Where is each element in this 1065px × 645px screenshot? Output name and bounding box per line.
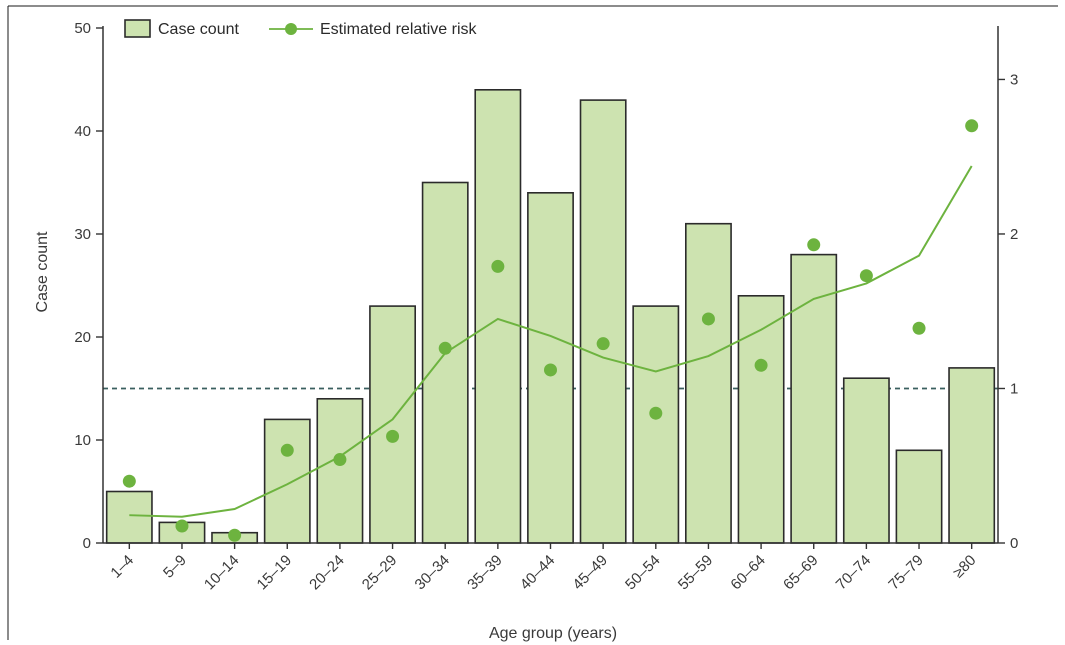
- y-tick-label: 20: [74, 329, 91, 346]
- x-axis-title: Age group (years): [489, 625, 617, 642]
- risk-points-group: [122, 119, 979, 542]
- x-tick-label: 10–14: [201, 552, 243, 594]
- x-tick-label: 30–34: [412, 552, 454, 594]
- x-tick-label: 45–49: [569, 552, 611, 594]
- risk-point: [386, 429, 400, 443]
- risk-point: [912, 321, 926, 335]
- bar: [948, 367, 996, 544]
- x-tick-label: 35–39: [464, 552, 506, 594]
- risk-point: [228, 528, 242, 542]
- legend-risk-label: Estimated relative risk: [320, 21, 477, 38]
- bar: [737, 294, 785, 544]
- x-tick-label: 1–4: [107, 552, 137, 582]
- y-tick-label: 10: [74, 432, 91, 449]
- x-tick-label: 50–54: [622, 552, 664, 594]
- risk-point: [965, 119, 979, 133]
- x-tick-label: 75–79: [885, 552, 927, 594]
- risk-point: [754, 358, 768, 372]
- risk-point: [491, 259, 505, 273]
- risk-point: [333, 453, 347, 467]
- bar: [263, 418, 311, 544]
- y-tick-label: 50: [74, 20, 91, 37]
- y-right-tick-label: 3: [1010, 71, 1018, 88]
- x-tick-label: ≥80: [950, 552, 980, 582]
- y-axis-title: Case count: [34, 231, 51, 312]
- y-tick-label: 30: [74, 226, 91, 243]
- y-tick-label: 40: [74, 123, 91, 140]
- bar: [316, 397, 364, 544]
- bar: [790, 253, 838, 544]
- bar: [842, 377, 890, 544]
- legend-risk-marker: [285, 23, 297, 35]
- y-right-tick-label: 1: [1010, 380, 1018, 397]
- x-tick-label: 55–59: [675, 552, 717, 594]
- bar: [474, 89, 522, 544]
- risk-point: [280, 443, 294, 457]
- bar: [895, 449, 943, 544]
- bar: [579, 99, 627, 544]
- risk-point: [175, 519, 189, 533]
- risk-point: [859, 269, 873, 283]
- x-tick-label: 15–19: [254, 552, 296, 594]
- legend: Case count Estimated relative risk: [124, 19, 477, 38]
- x-tick-label: 60–64: [727, 552, 769, 594]
- bars-group: [105, 89, 996, 544]
- bar: [369, 305, 416, 544]
- y-right-tick-label: 0: [1010, 535, 1018, 552]
- risk-point: [649, 406, 663, 420]
- bar: [685, 222, 732, 544]
- risk-point: [438, 341, 452, 355]
- x-tick-label: 70–74: [833, 552, 875, 594]
- x-tick-label: 20–24: [306, 552, 348, 594]
- bar: [632, 305, 680, 544]
- risk-point: [701, 312, 715, 326]
- y-right-tick-label: 2: [1010, 226, 1018, 243]
- legend-bar-swatch: [124, 19, 151, 38]
- x-tick-label: 40–44: [517, 552, 559, 594]
- risk-smoothed-line: [129, 165, 973, 518]
- y-tick-label: 0: [83, 535, 91, 552]
- x-tick-label: 65–69: [780, 552, 822, 594]
- risk-point: [807, 238, 821, 252]
- x-tick-label: 5–9: [160, 552, 190, 582]
- risk-line-group: [129, 165, 973, 518]
- risk-point: [596, 337, 610, 351]
- legend-case-count-label: Case count: [158, 21, 239, 38]
- bar: [105, 490, 153, 544]
- x-tick-label: 25–29: [359, 552, 401, 594]
- bar: [421, 181, 469, 544]
- risk-point: [122, 474, 136, 488]
- risk-point: [544, 363, 557, 377]
